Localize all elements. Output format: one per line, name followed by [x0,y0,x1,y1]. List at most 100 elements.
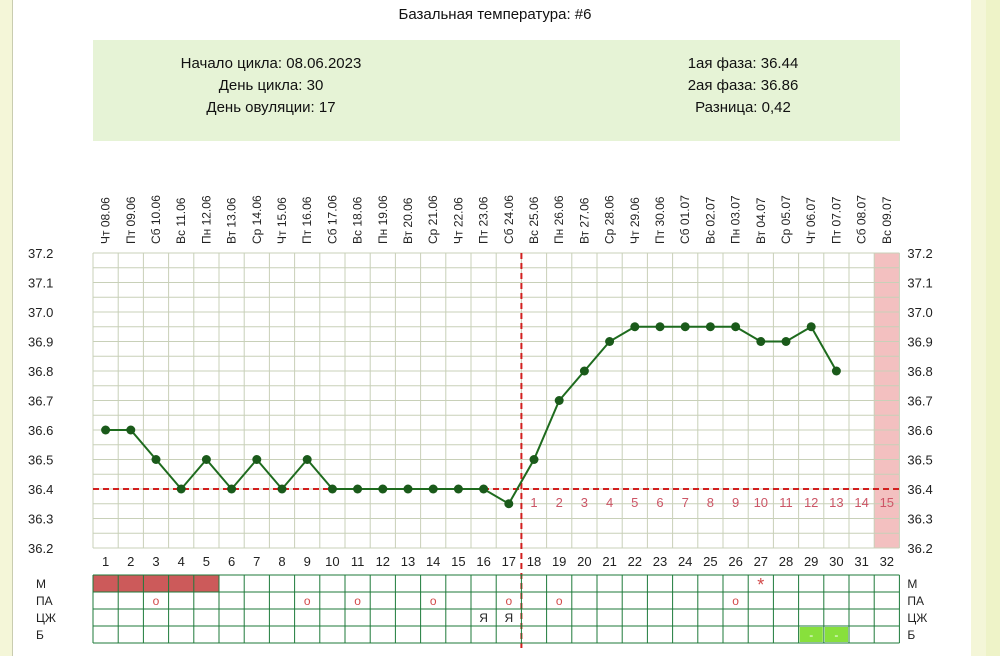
y-tick-label-right: 36.5 [907,453,932,468]
luteal-day-label: 6 [656,495,663,510]
luteal-day-label: 3 [581,495,588,510]
temperature-point [756,337,766,346]
y-tick-label-left: 36.4 [28,482,53,497]
table-mark: о [732,594,739,608]
luteal-day-label: 2 [556,495,563,510]
x-day-label: 22 [628,554,642,569]
x-date-label: Чт 29.06 [628,197,642,244]
x-date-label: Пн 03.07 [729,195,743,244]
y-tick-label-left: 37.2 [28,246,53,261]
temperature-point [781,337,791,346]
x-day-label: 8 [278,554,285,569]
table-mark: * [757,575,764,595]
chart-title: Базальная температура: #6 [398,6,592,23]
temperature-point [680,322,690,332]
x-day-label: 10 [325,554,339,569]
table-mark: о [304,594,311,608]
temperature-point [831,366,841,376]
table-mark: - [809,628,813,642]
x-date-label: Вт 27.06 [577,197,591,244]
x-day-label: 13 [401,554,415,569]
temperature-point [731,322,741,332]
x-date-label: Сб 10.06 [149,195,163,244]
y-tick-label-right: 36.7 [907,394,932,409]
temperature-point [176,484,186,494]
x-day-label: 29 [804,554,818,569]
y-tick-label-left: 36.7 [28,394,53,409]
menses-cell [193,575,219,592]
menses-cell [143,575,169,592]
luteal-day-label: 13 [829,495,843,510]
menses-cell [118,575,144,592]
x-date-label: Пн 12.06 [199,195,213,244]
luteal-day-label: 10 [754,495,768,510]
y-tick-label-right: 36.8 [907,364,932,379]
cycle-info-box: Начало цикла: 08.06.2023 День цикла: 30 … [93,40,900,141]
temperature-point [378,484,388,494]
luteal-day-label: 14 [854,495,868,510]
table-row-label-right: Б [907,628,915,642]
y-tick-label-right: 37.0 [907,305,932,320]
x-date-label: Пт 07.07 [829,196,843,244]
phase1-temp: 1ая фаза: 36.44 [687,55,799,72]
table-row-label-right: М [907,577,917,591]
x-day-label: 12 [376,554,390,569]
temp-difference: Разница: 0,42 [695,99,791,116]
x-day-label: 9 [304,554,311,569]
table-mark: Я [504,611,513,625]
temperature-point [705,322,715,332]
table-mark: - [834,628,838,642]
luteal-day-label: 8 [707,495,714,510]
x-date-label: Пн 26.06 [552,195,566,244]
luteal-day-label: 12 [804,495,818,510]
x-day-label: 3 [152,554,159,569]
x-day-label: 17 [502,554,516,569]
x-date-label: Вт 20.06 [401,197,415,244]
luteal-day-label: 7 [682,495,689,510]
temperature-point [605,337,615,346]
temperature-point [252,455,262,464]
x-date-label: Вс 25.06 [527,196,541,244]
table-row-label-left: М [36,577,46,591]
x-day-label: 32 [880,554,894,569]
y-tick-label-left: 36.8 [28,364,53,379]
cycle-info-left: Начало цикла: 08.06.2023 День цикла: 30 … [93,53,449,119]
table-mark: о [505,594,512,608]
temperature-point [579,366,589,376]
x-date-label: Пт 16.06 [300,196,314,244]
x-date-label: Чт 08.06 [99,197,113,244]
x-date-label: Пн 19.06 [376,195,390,244]
x-day-label: 19 [552,554,566,569]
phase2-temp: 2ая фаза: 36.86 [687,77,799,94]
table-row-label-left: Б [36,628,44,642]
x-day-label: 4 [178,554,185,569]
y-tick-label-left: 36.5 [28,453,53,468]
x-date-label: Вт 13.06 [225,197,239,244]
cycle-start: Начало цикла: 08.06.2023 [180,55,362,72]
x-date-label: Вс 11.06 [174,197,188,244]
y-tick-label-right: 36.9 [907,335,932,350]
x-day-label: 26 [728,554,742,569]
x-day-label: 1 [102,554,109,569]
table-row-label-left: ПА [36,594,53,608]
temperature-point [151,455,161,464]
x-date-label: Сб 24.06 [502,195,516,244]
x-date-label: Вс 18.06 [351,196,365,244]
x-date-label: Пт 23.06 [477,196,491,244]
temperature-point [327,484,337,494]
x-day-label: 11 [351,554,365,569]
x-date-label: Ср 05.07 [779,195,793,244]
x-date-label: Пт 30.06 [653,196,667,244]
x-date-label: Сб 08.07 [855,195,869,244]
temperature-point [655,322,665,332]
x-day-label: 6 [228,554,235,569]
temperature-point [504,499,514,509]
x-day-label: 24 [678,554,692,569]
x-date-label: Ср 21.06 [426,195,440,244]
luteal-day-label: 5 [631,495,638,510]
temperature-point [529,455,539,464]
y-tick-label-left: 36.3 [28,512,53,527]
x-day-label: 15 [451,554,465,569]
luteal-day-label: 11 [779,495,793,510]
temperature-point [201,455,211,464]
